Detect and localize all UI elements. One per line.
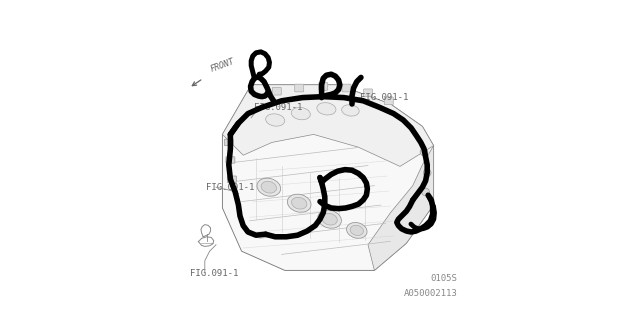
Ellipse shape (266, 114, 285, 126)
Ellipse shape (261, 181, 276, 193)
Circle shape (424, 169, 431, 177)
Ellipse shape (287, 194, 311, 212)
Ellipse shape (350, 225, 364, 236)
Text: 0105S: 0105S (431, 274, 458, 283)
Circle shape (422, 188, 429, 196)
Text: FRONT: FRONT (210, 57, 236, 74)
Text: FIG.091-1: FIG.091-1 (191, 269, 239, 278)
FancyBboxPatch shape (228, 176, 237, 182)
FancyBboxPatch shape (364, 89, 372, 97)
Ellipse shape (291, 108, 310, 120)
FancyBboxPatch shape (226, 157, 235, 163)
Ellipse shape (318, 210, 341, 228)
Ellipse shape (257, 178, 280, 196)
FancyBboxPatch shape (225, 139, 234, 146)
FancyBboxPatch shape (295, 84, 304, 92)
FancyBboxPatch shape (319, 83, 328, 90)
Ellipse shape (346, 222, 367, 238)
Circle shape (420, 148, 428, 156)
Text: A050002113: A050002113 (404, 289, 458, 298)
Text: FIG.091-1: FIG.091-1 (254, 103, 303, 112)
FancyBboxPatch shape (342, 84, 351, 92)
FancyBboxPatch shape (273, 87, 282, 95)
Ellipse shape (322, 213, 337, 225)
Text: FIG.091-1: FIG.091-1 (206, 183, 255, 192)
Polygon shape (368, 146, 434, 270)
Ellipse shape (292, 197, 307, 209)
Polygon shape (223, 85, 434, 270)
Ellipse shape (342, 105, 359, 116)
Text: FIG.091-1: FIG.091-1 (360, 93, 408, 102)
Polygon shape (223, 85, 434, 166)
FancyBboxPatch shape (384, 97, 393, 105)
Ellipse shape (317, 103, 336, 115)
